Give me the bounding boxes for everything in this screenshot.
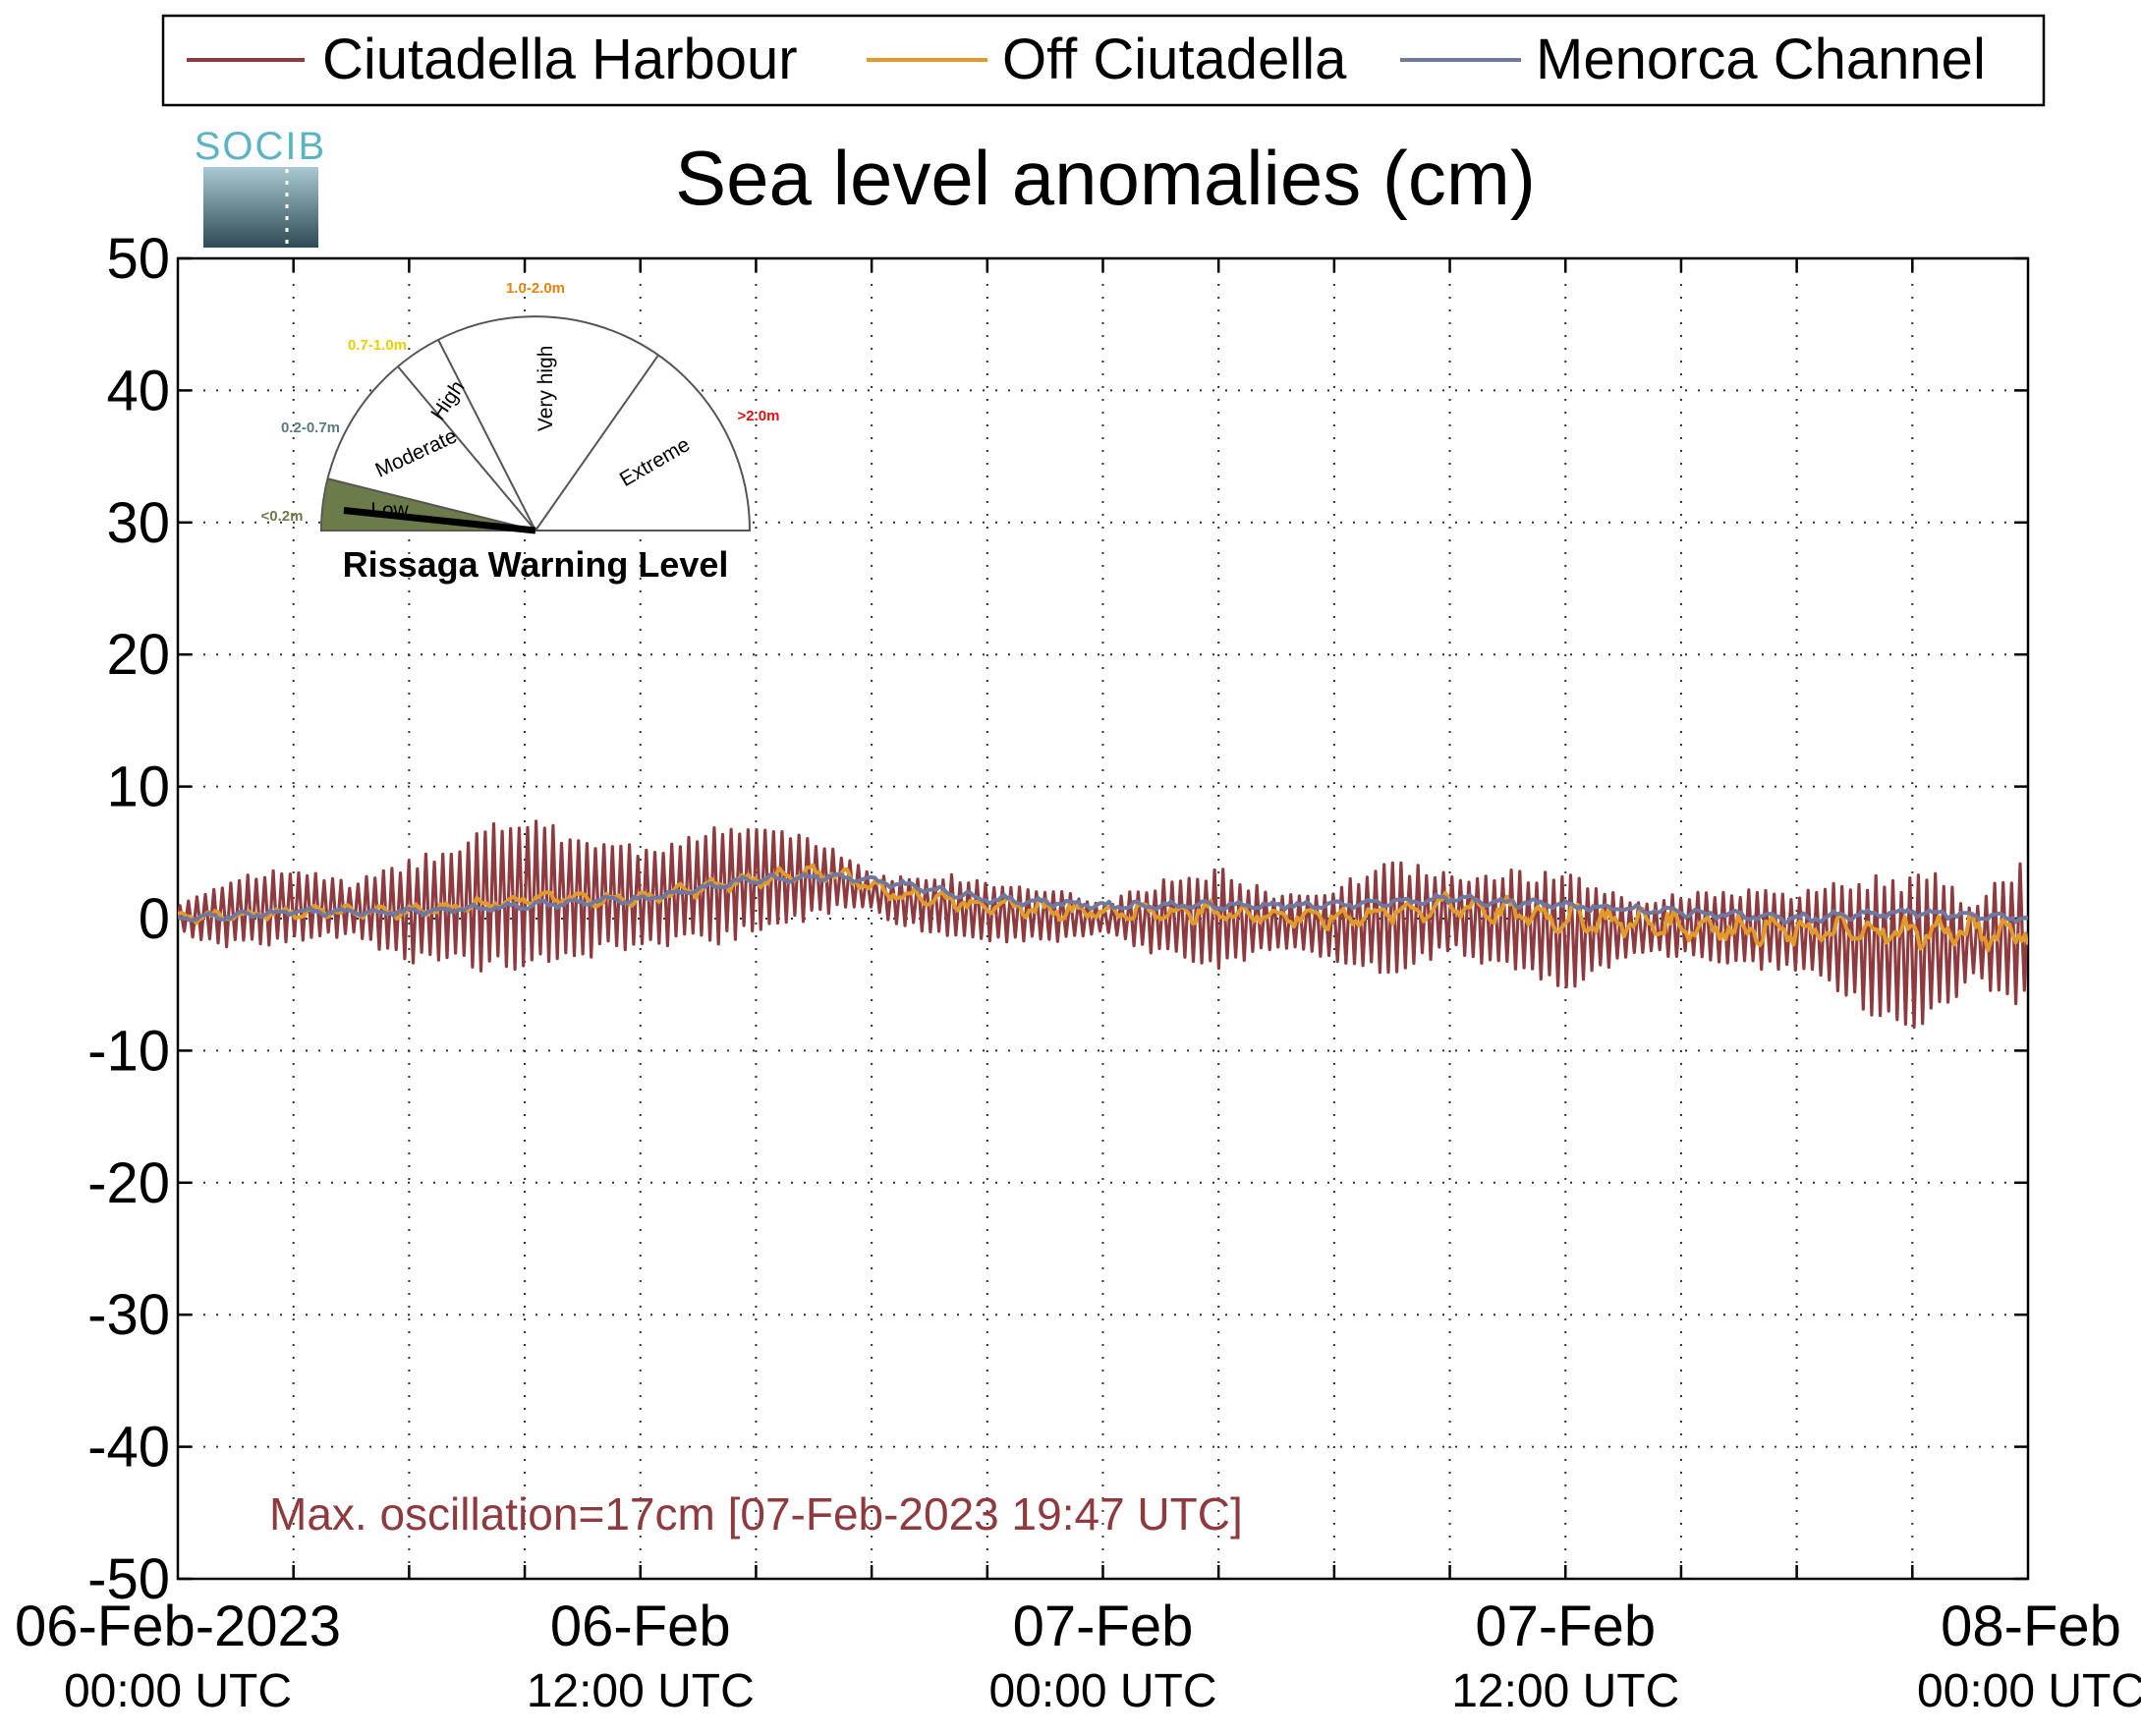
series-line-off-ciutadella (178, 863, 2028, 953)
gauge-needle (343, 507, 536, 534)
gauge-dial (319, 315, 752, 532)
x-tick-time-label: 12:00 UTC (1451, 1665, 1679, 1717)
gauge-range-label: 1.0-2.0m (506, 280, 565, 297)
legend-label-ciutadella-harbour: Ciutadella Harbour (322, 28, 798, 91)
gauge-range-label: 0.7-1.0m (348, 337, 407, 354)
x-tick-date-label: 08-Feb (1941, 1595, 2121, 1658)
x-tick-date-label: 07-Feb (1475, 1595, 1656, 1658)
x-tick-time-label: 12:00 UTC (527, 1665, 755, 1717)
series-line-menorca-channel (178, 871, 2028, 924)
x-tick-time-label: 00:00 UTC (64, 1665, 292, 1717)
gauge-level-very-high: Very high (535, 346, 557, 432)
y-tick-label: 0 (139, 887, 170, 951)
legend: Ciutadella Harbour Off Ciutadella Menorc… (161, 14, 2046, 107)
socib-logo-text: SOCIB (195, 125, 326, 168)
x-tick-date-label: 07-Feb (1013, 1595, 1194, 1658)
legend-label-off-ciutadella: Off Ciutadella (1002, 28, 1347, 91)
y-tick-label: 30 (106, 491, 170, 555)
x-tick-date-label: 06-Feb (550, 1595, 731, 1658)
y-tick-label: 50 (106, 227, 170, 291)
y-tick-label: -30 (87, 1283, 170, 1347)
legend-label-menorca-channel: Menorca Channel (1536, 28, 1986, 91)
x-tick-date-label: 06-Feb-2023 (15, 1595, 341, 1658)
series-line-ciutadella-harbour (178, 819, 2028, 1030)
gauge-range-label: >2.0m (738, 408, 780, 424)
x-axis: 06-Feb-2023 00:00 UTC 06-Feb 12:00 UTC 07-Fe… (15, 258, 2141, 1717)
y-axis: 50 40 30 20 10 0 -10 -20 -30 -40 -50 (87, 227, 2028, 1611)
y-tick-label: -40 (87, 1416, 170, 1480)
x-tick-time-label: 00:00 UTC (988, 1665, 1216, 1717)
gauge-range-label: <0.2m (261, 508, 304, 525)
y-tick-label: 40 (106, 359, 170, 422)
gauge-level-low: Low (370, 499, 409, 522)
chart-title: Sea level anomalies (cm) (675, 135, 1536, 221)
y-tick-label: -10 (87, 1019, 170, 1083)
series-group (178, 819, 2028, 1030)
socib-logo-wave (203, 167, 318, 248)
socib-logo: SOCIB (195, 125, 326, 248)
y-tick-label: -20 (87, 1151, 170, 1215)
y-tick-label: 20 (106, 623, 170, 687)
y-tick-label: -50 (87, 1547, 170, 1611)
x-tick-time-label: 00:00 UTC (1917, 1665, 2141, 1717)
max-oscillation-annotation: Max. oscillation=17cm [07-Feb-2023 19:47… (269, 1488, 1243, 1540)
gauge-range-label: 0.2-0.7m (281, 420, 340, 436)
rissaga-warning-gauge: Low<0.2mModerate0.2-0.7mHigh0.7-1.0mVery… (261, 280, 780, 585)
y-tick-label: 10 (106, 756, 170, 819)
gauge-title: Rissaga Warning Level (343, 544, 729, 585)
